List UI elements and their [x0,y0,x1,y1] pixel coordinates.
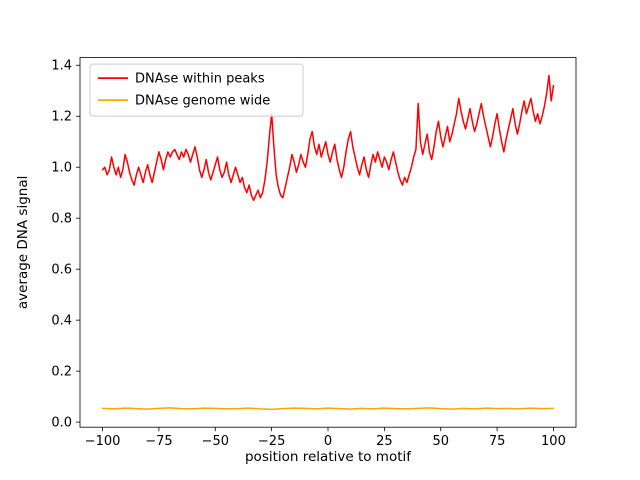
y-tick-label: 0.2 [51,364,72,379]
y-tick-label: 1.0 [51,160,72,175]
x-tick-label: 50 [432,434,449,449]
y-tick-label: 1.2 [51,109,72,124]
x-tick-label: −75 [145,434,172,449]
legend-entry-label: DNAse genome wide [135,93,270,108]
series-line-1 [101,407,555,411]
y-tick-label: 0.0 [51,415,72,430]
y-tick-label: 0.4 [51,313,72,328]
legend-box [89,63,304,117]
y-tick-label: 0.8 [51,211,72,226]
x-tick-label: 0 [324,434,332,449]
x-tick-label: 100 [541,434,566,449]
x-tick-label: −50 [202,434,229,449]
legend-entry-label: DNAse within peaks [135,71,265,86]
y-axis-label: average DNA signal [15,176,31,310]
x-axis-label: position relative to motif [245,449,412,465]
series-line-0 [101,74,555,202]
x-tick-label: 25 [376,434,393,449]
y-tick-label: 1.4 [51,58,72,73]
plot-border [79,57,577,428]
x-tick-label: 75 [489,434,506,449]
y-tick-label: 0.6 [51,262,72,277]
x-tick-label: −100 [85,434,121,449]
x-tick-label: −25 [258,434,285,449]
